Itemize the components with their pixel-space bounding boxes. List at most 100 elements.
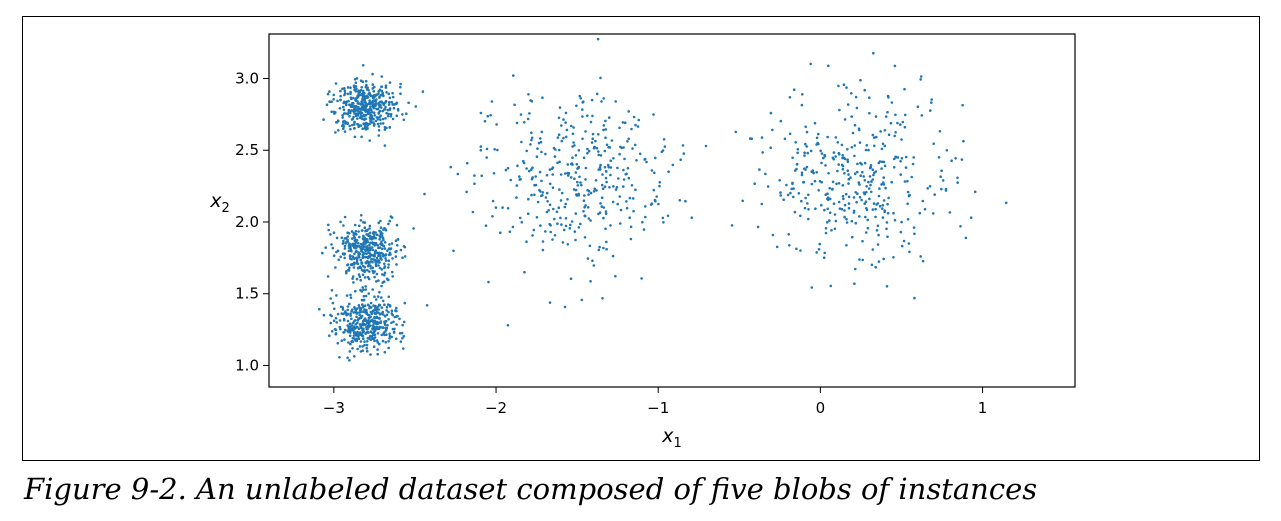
data-point — [423, 192, 426, 196]
data-point — [358, 275, 362, 279]
data-point — [614, 100, 617, 103]
data-point — [373, 325, 376, 329]
data-point — [534, 175, 537, 178]
data-point — [485, 156, 489, 159]
data-point — [358, 256, 361, 259]
data-point — [336, 341, 340, 345]
data-point — [622, 185, 625, 188]
data-point — [809, 62, 812, 66]
y-tick-label: 1.5 — [235, 285, 259, 303]
data-point — [332, 254, 336, 257]
data-point — [369, 105, 372, 108]
data-point — [856, 170, 859, 174]
data-point — [601, 187, 605, 190]
data-point — [881, 204, 885, 207]
data-point — [847, 177, 851, 181]
data-point — [372, 236, 376, 240]
data-point — [361, 345, 364, 348]
data-point — [619, 145, 622, 149]
data-point — [858, 258, 861, 261]
data-point — [381, 122, 385, 125]
data-point — [872, 202, 876, 205]
data-point — [589, 191, 593, 195]
data-point — [359, 278, 363, 282]
data-point — [479, 145, 483, 148]
data-point — [480, 174, 484, 178]
data-point — [570, 220, 574, 223]
data-point — [522, 161, 526, 165]
x-tick-label: −1 — [647, 399, 669, 417]
data-point — [900, 138, 903, 141]
data-point — [872, 51, 875, 55]
data-point — [375, 339, 379, 342]
data-point — [349, 342, 352, 346]
data-point — [880, 207, 884, 210]
data-point — [391, 257, 394, 260]
data-point — [562, 228, 566, 232]
data-point — [377, 279, 380, 282]
data-point — [884, 186, 887, 190]
data-point — [547, 209, 550, 212]
data-point — [834, 219, 838, 223]
data-point — [388, 334, 392, 338]
data-point — [792, 195, 795, 199]
data-point — [867, 180, 870, 184]
data-point — [932, 142, 935, 145]
data-point — [663, 145, 667, 148]
data-point — [525, 240, 528, 243]
data-point — [818, 180, 822, 183]
data-point — [600, 100, 603, 103]
data-point — [386, 303, 390, 306]
data-point — [363, 241, 367, 245]
data-point — [341, 308, 345, 311]
data-point — [389, 112, 393, 116]
data-point — [368, 93, 372, 96]
data-point — [941, 179, 945, 182]
data-point — [338, 356, 341, 359]
data-point — [545, 173, 549, 177]
data-point — [643, 158, 646, 161]
data-point — [381, 109, 385, 113]
data-point — [356, 347, 359, 351]
data-point — [593, 146, 597, 149]
data-point — [599, 76, 602, 80]
data-point — [608, 146, 612, 149]
data-point — [783, 137, 787, 141]
data-point — [853, 144, 857, 147]
data-point — [398, 317, 401, 321]
data-point — [591, 132, 595, 136]
data-point — [855, 106, 859, 110]
data-point — [357, 337, 361, 341]
data-point — [515, 196, 518, 199]
data-point — [329, 321, 333, 325]
data-point — [345, 271, 348, 275]
data-point — [535, 216, 539, 219]
data-point — [355, 337, 358, 341]
data-point — [824, 231, 828, 235]
data-point — [845, 86, 848, 89]
data-point — [380, 85, 383, 89]
data-point — [528, 112, 531, 115]
data-point — [846, 147, 849, 151]
data-point — [817, 248, 821, 251]
data-point — [564, 224, 568, 228]
data-point — [944, 187, 948, 191]
data-point — [402, 118, 406, 122]
data-point — [832, 202, 836, 205]
data-point — [390, 321, 393, 325]
data-point — [388, 81, 392, 84]
data-point — [372, 337, 376, 340]
data-point — [807, 193, 810, 197]
data-point — [361, 322, 365, 325]
data-point — [388, 251, 392, 255]
y-tick-label: 1.0 — [235, 356, 259, 374]
data-point — [354, 246, 358, 250]
data-point — [615, 186, 619, 189]
data-point — [370, 336, 374, 339]
data-point — [407, 101, 410, 105]
data-point — [356, 318, 360, 322]
data-point — [600, 183, 604, 187]
data-point — [375, 243, 379, 247]
data-point — [881, 216, 885, 219]
data-point — [809, 149, 813, 153]
